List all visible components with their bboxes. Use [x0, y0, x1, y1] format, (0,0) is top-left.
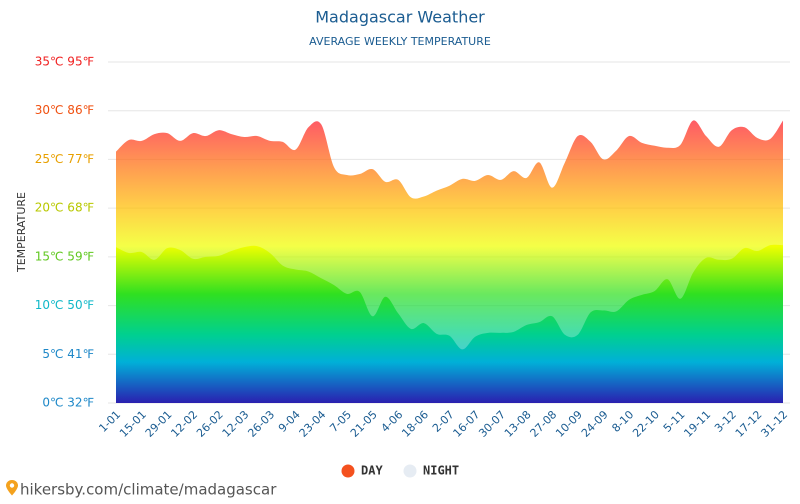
y-tick-label: 5℃ 41℉ — [42, 347, 94, 361]
legend-marker — [403, 464, 417, 478]
x-tick-label: 31-12 — [758, 408, 790, 440]
x-tick-label: 17-12 — [733, 408, 765, 440]
y-tick-label: 10℃ 50℉ — [35, 298, 94, 312]
y-tick-label: 0℃ 32℉ — [42, 396, 94, 410]
legend-marker — [341, 464, 355, 478]
y-tick-label: 30℃ 86℉ — [35, 103, 94, 117]
area-1 — [116, 244, 783, 403]
x-tick-label: 19-11 — [681, 408, 713, 440]
chart-subtitle: AVERAGE WEEKLY TEMPERATURE — [309, 35, 491, 48]
source-link[interactable]: hikersby.com/climate/madagascar — [20, 481, 277, 499]
x-tick-label: 27-08 — [528, 408, 560, 440]
x-tick-label: 15-01 — [117, 408, 149, 440]
x-tick-label: 26-02 — [194, 408, 226, 440]
x-tick-label: 12-02 — [168, 408, 200, 440]
x-tick-label: 18-06 — [399, 408, 431, 440]
y-tick-label: 25℃ 77℉ — [35, 152, 94, 166]
chart-title: Madagascar Weather — [315, 8, 485, 27]
x-tick-label: 22-10 — [630, 408, 662, 440]
x-tick-label: 23-04 — [297, 408, 329, 440]
x-tick-label: 26-03 — [245, 408, 277, 440]
x-tick-label: 10-09 — [553, 408, 585, 440]
source-icon — [6, 480, 18, 496]
y-tick-label: 15℃ 59℉ — [35, 249, 94, 263]
x-tick-label: 16-07 — [451, 408, 483, 440]
legend-label: DAY — [361, 464, 383, 478]
x-tick-label: 24-09 — [579, 408, 611, 440]
x-tick-label: 13-08 — [502, 408, 534, 440]
x-tick-label: 12-03 — [220, 408, 252, 440]
x-tick-label: 30-07 — [476, 408, 508, 440]
y-tick-label: 20℃ 68℉ — [35, 201, 94, 215]
x-tick-label: 21-05 — [348, 408, 380, 440]
legend-label: NIGHT — [423, 464, 459, 478]
y-tick-label: 35℃ 95℉ — [35, 55, 94, 69]
y-axis-title: TEMPERATURE — [15, 192, 28, 273]
x-tick-label: 29-01 — [143, 408, 175, 440]
